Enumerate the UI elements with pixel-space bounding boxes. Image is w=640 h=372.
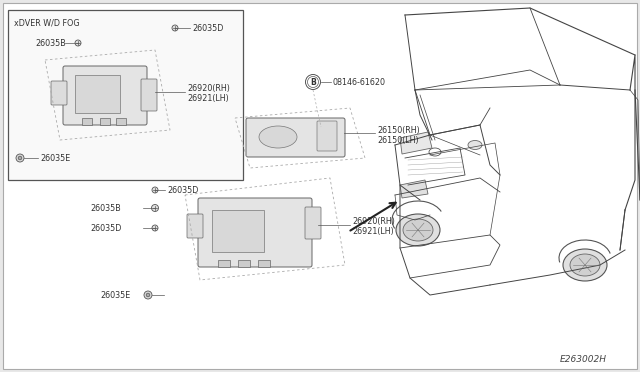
Bar	[82, 118, 92, 125]
Text: xDVER W/D FOG: xDVER W/D FOG	[14, 18, 79, 27]
Text: 26921(LH): 26921(LH)	[352, 227, 394, 235]
Text: 26035E: 26035E	[40, 154, 70, 163]
Circle shape	[18, 156, 22, 160]
Circle shape	[152, 225, 158, 231]
Text: E263002H: E263002H	[560, 356, 607, 365]
Text: B: B	[310, 77, 316, 87]
Circle shape	[152, 205, 159, 212]
FancyBboxPatch shape	[187, 214, 203, 238]
Bar	[218, 260, 230, 267]
Ellipse shape	[563, 249, 607, 281]
Text: 26035D: 26035D	[192, 23, 223, 32]
Text: 08146-61620: 08146-61620	[333, 77, 386, 87]
Ellipse shape	[570, 254, 600, 276]
FancyBboxPatch shape	[246, 118, 345, 157]
FancyBboxPatch shape	[63, 66, 147, 125]
Ellipse shape	[259, 126, 297, 148]
FancyBboxPatch shape	[51, 81, 67, 105]
Circle shape	[144, 291, 152, 299]
Circle shape	[172, 25, 178, 31]
Bar	[75, 75, 120, 113]
Polygon shape	[400, 180, 428, 198]
Polygon shape	[400, 132, 432, 154]
Text: 26150(LH): 26150(LH)	[377, 135, 419, 144]
Text: 26921(LH): 26921(LH)	[187, 93, 228, 103]
Bar	[116, 118, 126, 125]
Text: 26920(RH): 26920(RH)	[187, 83, 230, 93]
Text: 26150(RH): 26150(RH)	[377, 125, 420, 135]
Ellipse shape	[396, 214, 440, 246]
FancyBboxPatch shape	[305, 207, 321, 239]
Bar	[8, 10, 243, 180]
Text: 26920(RH): 26920(RH)	[352, 217, 395, 225]
Circle shape	[146, 293, 150, 297]
Text: 26035D: 26035D	[167, 186, 198, 195]
Ellipse shape	[403, 219, 433, 241]
Bar	[258, 260, 270, 267]
Bar	[212, 210, 264, 252]
FancyBboxPatch shape	[141, 79, 157, 111]
Text: 26035B: 26035B	[35, 38, 66, 48]
Bar	[238, 260, 250, 267]
Circle shape	[75, 40, 81, 46]
Text: 26035D: 26035D	[90, 224, 122, 232]
Circle shape	[152, 187, 158, 193]
Text: 26035E: 26035E	[100, 291, 131, 299]
Circle shape	[16, 154, 24, 162]
FancyBboxPatch shape	[198, 198, 312, 267]
Bar	[100, 118, 110, 125]
Text: 26035B: 26035B	[90, 203, 121, 212]
FancyBboxPatch shape	[317, 121, 337, 151]
Ellipse shape	[468, 141, 482, 150]
